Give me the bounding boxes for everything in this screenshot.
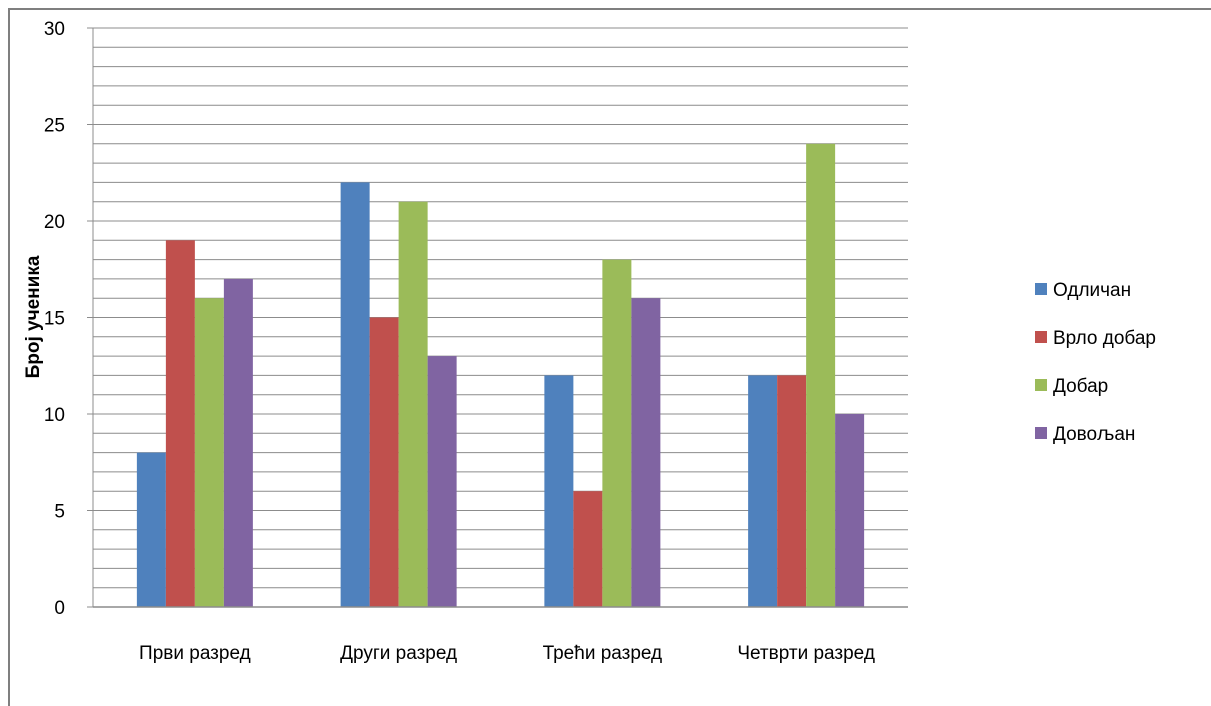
legend-swatch (1035, 427, 1047, 439)
bar (806, 143, 836, 608)
y-tick-label: 0 (54, 598, 65, 619)
legend-swatch (1035, 283, 1047, 295)
x-category-label: Четврти разред (737, 643, 875, 664)
bar (223, 278, 253, 607)
x-category-label: Други разред (340, 643, 457, 664)
bar (427, 356, 457, 607)
y-tick-labels: 0 5 10 15 20 25 30 (44, 19, 93, 619)
legend-label: Одличан (1053, 280, 1131, 301)
bar (602, 259, 632, 607)
y-tick-label: 10 (44, 405, 65, 426)
bar (777, 375, 807, 607)
x-category-label: Трећи разред (543, 643, 663, 664)
bars (136, 143, 865, 608)
y-axis-label: Број ученика (23, 255, 44, 378)
x-category-label: Први разред (139, 643, 251, 664)
y-tick-label: 5 (54, 502, 65, 523)
y-tick-label: 20 (44, 212, 65, 233)
bar (136, 452, 166, 607)
y-tick-label: 30 (44, 19, 65, 40)
y-tick-label: 25 (44, 116, 65, 137)
bar (369, 317, 399, 607)
legend-label: Довољан (1053, 424, 1135, 445)
bar (573, 491, 603, 607)
bar (398, 201, 428, 607)
bar (165, 240, 195, 608)
legend-label: Добар (1053, 376, 1108, 397)
legend-swatch (1035, 379, 1047, 391)
legend: Одличан Врло добар Добар Довољан (1035, 280, 1156, 445)
bar (835, 414, 865, 607)
legend-label: Врло добар (1053, 328, 1156, 349)
bar (631, 298, 661, 607)
bar (194, 298, 224, 607)
x-category-labels: Први разред Други разред Трећи разред Четвр… (139, 643, 875, 664)
y-tick-label: 15 (44, 309, 65, 330)
bar (748, 375, 778, 607)
bar (544, 375, 574, 607)
legend-swatch (1035, 331, 1047, 343)
bar (340, 182, 370, 607)
